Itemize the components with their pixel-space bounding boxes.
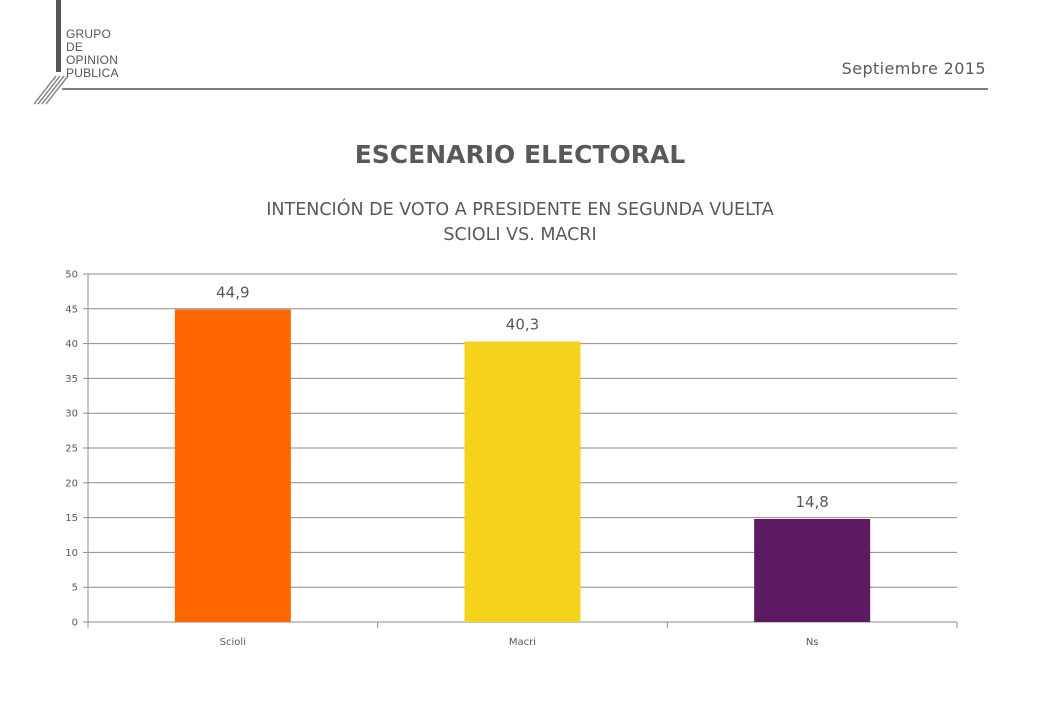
y-tick-label: 0 (72, 618, 78, 629)
report-date: Septiembre 2015 (841, 59, 986, 78)
data-label: 14,8 (795, 493, 828, 511)
y-tick-label: 40 (65, 339, 78, 350)
y-tick-label: 10 (65, 548, 78, 559)
bar-ns (754, 518, 871, 622)
y-tick-label: 15 (65, 513, 78, 524)
data-label: 44,9 (216, 283, 249, 301)
x-tick-label: Scioli (220, 637, 246, 648)
data-label: 40,3 (506, 316, 539, 334)
x-tick-label: Macri (509, 637, 536, 648)
y-tick-label: 30 (65, 409, 78, 420)
logo-line: GRUPO (66, 27, 112, 41)
logo-line: PUBLICA (66, 66, 119, 80)
x-tick-label: Ns (806, 637, 819, 648)
y-tick-label: 25 (65, 444, 78, 455)
bar-macri (464, 341, 581, 622)
y-tick-label: 35 (65, 374, 78, 385)
logo-text: GRUPO DE OPINION PUBLICA (66, 28, 156, 80)
chart-subtitle-line2: SCIOLI VS. MACRI (443, 225, 597, 245)
chart-subtitle-line1: INTENCIÓN DE VOTO A PRESIDENTE EN SEGUND… (266, 200, 774, 220)
y-tick-label: 20 (65, 478, 78, 489)
y-tick-label: 45 (65, 304, 78, 315)
logo-line: DE (66, 40, 84, 54)
chart-subtitle: INTENCIÓN DE VOTO A PRESIDENTE EN SEGUND… (0, 198, 1040, 248)
y-tick-label: 50 (65, 270, 78, 281)
header-divider (62, 88, 988, 90)
logo-mark (33, 0, 69, 105)
logo-line: OPINION (66, 53, 119, 67)
page-title: ESCENARIO ELECTORAL (354, 140, 686, 169)
bar-scioli (174, 309, 291, 622)
y-tick-label: 5 (72, 583, 78, 594)
